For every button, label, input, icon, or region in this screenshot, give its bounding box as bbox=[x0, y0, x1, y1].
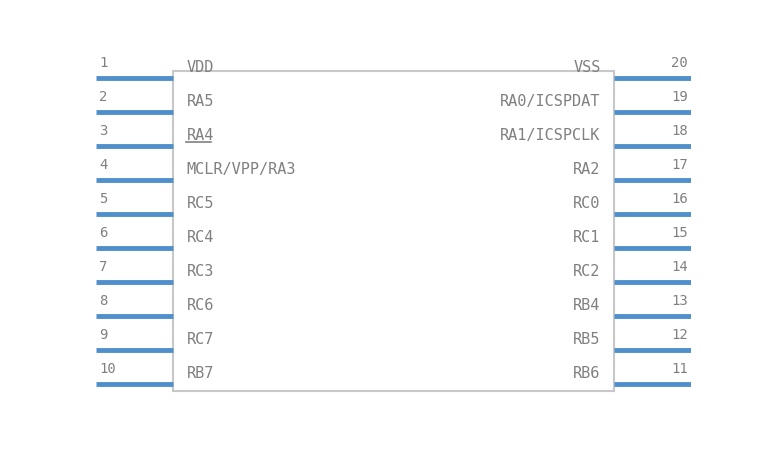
Text: 14: 14 bbox=[671, 259, 688, 273]
Text: VSS: VSS bbox=[574, 60, 601, 75]
Text: 18: 18 bbox=[671, 124, 688, 138]
Text: RA5: RA5 bbox=[187, 94, 214, 109]
Text: RC2: RC2 bbox=[574, 264, 601, 279]
Text: RC0: RC0 bbox=[574, 196, 601, 211]
Text: 15: 15 bbox=[671, 226, 688, 239]
Text: RB4: RB4 bbox=[574, 298, 601, 313]
Text: RB5: RB5 bbox=[574, 331, 601, 347]
Text: RC5: RC5 bbox=[187, 196, 214, 211]
Text: RC6: RC6 bbox=[187, 298, 214, 313]
Text: RA2: RA2 bbox=[574, 162, 601, 177]
Text: RB7: RB7 bbox=[187, 366, 214, 381]
Text: 8: 8 bbox=[99, 294, 108, 308]
Text: 6: 6 bbox=[99, 226, 108, 239]
Text: 12: 12 bbox=[671, 327, 688, 341]
Text: 9: 9 bbox=[99, 327, 108, 341]
Text: 10: 10 bbox=[99, 361, 116, 375]
Text: 11: 11 bbox=[671, 361, 688, 375]
Bar bbox=[174, 71, 614, 391]
Text: RC1: RC1 bbox=[574, 230, 601, 245]
Text: VDD: VDD bbox=[187, 60, 214, 75]
Text: 7: 7 bbox=[99, 259, 108, 273]
Text: RC4: RC4 bbox=[187, 230, 214, 245]
Text: 1: 1 bbox=[99, 56, 108, 70]
Text: RC7: RC7 bbox=[187, 331, 214, 347]
Text: RC3: RC3 bbox=[187, 264, 214, 279]
Text: 13: 13 bbox=[671, 294, 688, 308]
Text: 17: 17 bbox=[671, 158, 688, 172]
Text: 5: 5 bbox=[99, 192, 108, 206]
Text: 19: 19 bbox=[671, 90, 688, 104]
Text: RB6: RB6 bbox=[574, 366, 601, 381]
Text: RA0/ICSPDAT: RA0/ICSPDAT bbox=[501, 94, 601, 109]
Text: RA4: RA4 bbox=[187, 128, 214, 143]
Text: 2: 2 bbox=[99, 90, 108, 104]
Text: MCLR/VPP/RA3: MCLR/VPP/RA3 bbox=[187, 162, 296, 177]
Text: 16: 16 bbox=[671, 192, 688, 206]
Text: 20: 20 bbox=[671, 56, 688, 70]
Text: RA1/ICSPCLK: RA1/ICSPCLK bbox=[501, 128, 601, 143]
Text: 4: 4 bbox=[99, 158, 108, 172]
Text: 3: 3 bbox=[99, 124, 108, 138]
